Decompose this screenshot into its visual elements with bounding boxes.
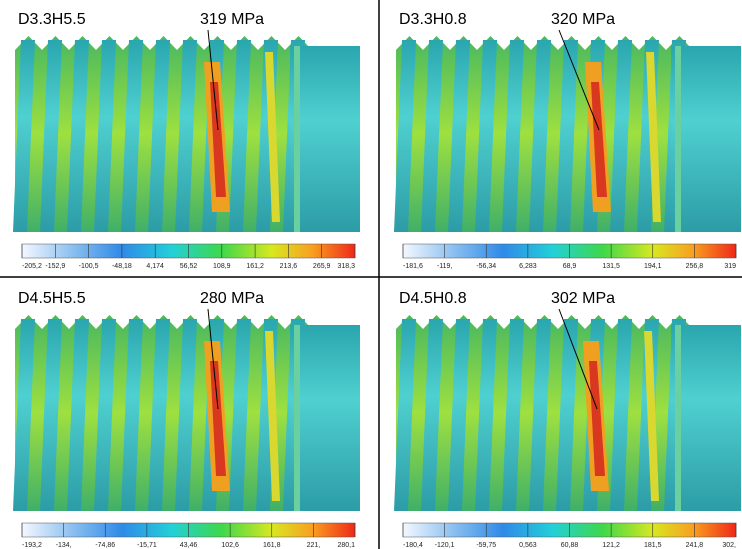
colorbar-tick-label: 280,1: [337, 542, 355, 549]
colorbar-tick-label: -120,1: [435, 542, 455, 549]
colorbar-tick-label: -205,2: [22, 263, 42, 270]
colorbar-tick-label: 318,3: [337, 263, 355, 270]
bolt-shank-edge: [675, 46, 681, 232]
colorbar-tick-label: 6,283: [519, 263, 537, 270]
colorbar-tick-label: 60,88: [561, 542, 579, 549]
colorbar-tick-label: 181,5: [644, 542, 662, 549]
colorbar-tick-label: -180,4: [403, 542, 423, 549]
bolt-shank-edge: [294, 46, 300, 232]
panel: D3.3H5.5 319 MPa -205,2-152,9 -100,5 -48,18 4…: [13, 11, 360, 270]
colorbar-tick-label: 161,2: [246, 263, 264, 270]
colorbar-tick-label: 102,6: [221, 542, 239, 549]
panel: D3.3H0.8 320 MPa -181,6 -119, -56,34 6,283 68,…: [394, 11, 741, 270]
colorbar-tick-label: -181,6: [403, 263, 423, 270]
colorbar-tick-label: 241,8: [686, 542, 704, 549]
colorbar-tick-label: -74,86: [95, 542, 115, 549]
colorbar-tick-label: -59,75: [476, 542, 496, 549]
panel-label: D4.5H5.5: [18, 290, 86, 307]
colorbar-tick-label: 56,52: [180, 263, 198, 270]
colorbar-tick-label: 302,: [722, 542, 736, 549]
colorbar-tick-label: 256,8: [686, 263, 704, 270]
colorbar-tick-label: 194,1: [644, 263, 662, 270]
colorbar-tick-label: 43,46: [180, 542, 198, 549]
colorbar-tick-label: 131,5: [602, 263, 620, 270]
panel-label: D4.5H0.8: [399, 290, 467, 307]
panel-label: D3.3H0.8: [399, 11, 467, 28]
colorbar-tick-label: -134,: [56, 542, 72, 549]
colorbar-tick-label: -48,18: [112, 263, 132, 270]
colorbar-tick-label: -100,5: [79, 263, 99, 270]
peak-stress: 302 MPa: [551, 290, 615, 307]
peak-stress: 319 MPa: [200, 11, 264, 28]
colorbar-tick-label: -152,9: [45, 263, 65, 270]
colorbar-tick-label: 319: [724, 263, 736, 270]
colorbar-tick-label: 68,9: [563, 263, 577, 270]
panel-label: D3.3H5.5: [18, 11, 86, 28]
figure: D3.3H5.5 319 MPa -205,2-152,9 -100,5 -48,18 4…: [0, 0, 742, 549]
peak-stress: 280 MPa: [200, 290, 264, 307]
colorbar-tick-label: -56,34: [476, 263, 496, 270]
colorbar-tick-label: 108,9: [213, 263, 231, 270]
panel: D4.5H5.5 280 MPa -193,2 -134, -74,86 -15,71 43…: [13, 290, 360, 549]
colorbar-tick-label: -193,2: [22, 542, 42, 549]
colorbar-tick-label: 221,: [307, 542, 321, 549]
colorbar-tick-label: -15,71: [137, 542, 157, 549]
peak-stress: 320 MPa: [551, 11, 615, 28]
bolt-shank: [671, 46, 741, 232]
bolt-shank: [671, 325, 741, 511]
colorbar-tick-label: 265,9: [313, 263, 331, 270]
colorbar-tick-label: -119,: [437, 263, 452, 270]
colorbar-tick-label: 213,6: [280, 263, 298, 270]
bolt-shank-edge: [675, 325, 681, 511]
panel: D4.5H0.8 302 MPa -180,4 -120,1 -59,75 0,563 60…: [394, 290, 741, 549]
colorbar-tick-label: 121,2: [602, 542, 620, 549]
bolt-shank: [290, 46, 360, 232]
bolt-shank: [290, 325, 360, 511]
colorbar-tick-label: 4,174: [146, 263, 164, 270]
colorbar-tick-label: 0,563: [519, 542, 537, 549]
colorbar-tick-label: 161,8: [263, 542, 281, 549]
bolt-shank-edge: [294, 325, 300, 511]
